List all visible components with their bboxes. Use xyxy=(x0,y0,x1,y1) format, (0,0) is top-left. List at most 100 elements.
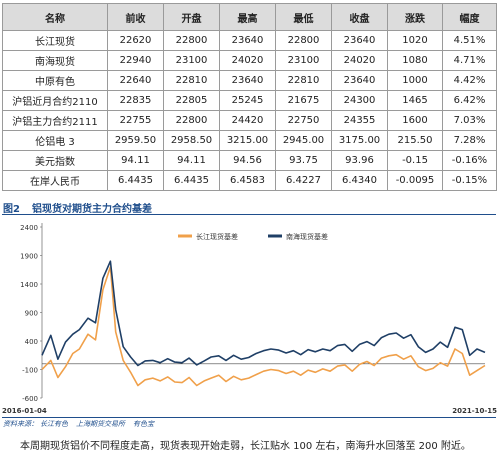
y-tick-label: -600 xyxy=(22,395,38,403)
source-item: 有色宝 xyxy=(133,420,154,428)
table-cell: 93.96 xyxy=(331,150,388,171)
table-cell: 1600 xyxy=(387,110,443,131)
y-tick-label: 1400 xyxy=(20,281,38,289)
table-cell: 22640 xyxy=(107,70,164,91)
table-cell: 1020 xyxy=(387,30,443,51)
column-header: 涨跌 xyxy=(387,3,443,31)
figure-title: 铝现货对期货主力合约基差 xyxy=(31,204,152,215)
column-header: 最高 xyxy=(219,3,276,31)
table-cell: 22810 xyxy=(275,70,332,91)
row-name-cell: 美元指数 xyxy=(2,150,108,171)
table-cell: 1080 xyxy=(387,50,443,71)
table-cell: 25245 xyxy=(219,90,276,111)
table-cell: 94.11 xyxy=(163,150,220,171)
table-cell: 22800 xyxy=(163,110,220,131)
table-cell: 22835 xyxy=(107,90,164,111)
y-tick-label: 2400 xyxy=(20,224,38,232)
x-tick-label: 2021-10-15 xyxy=(452,407,497,415)
table-cell: 6.4435 xyxy=(107,170,164,191)
table-body: 长江现货 22620 22800 23640 22800 23640 1020 4.51% 南海… xyxy=(2,30,497,191)
table-cell: 7.28% xyxy=(442,130,497,151)
table-cell: 6.4583 xyxy=(219,170,276,191)
table-cell: 215.50 xyxy=(387,130,443,151)
column-header: 名称 xyxy=(2,3,108,31)
legend-label: 长江现货基差 xyxy=(196,232,238,241)
table-cell: 22805 xyxy=(163,90,220,111)
source-item: 上海期货交易所 xyxy=(76,420,125,428)
table-cell: 24020 xyxy=(331,50,388,71)
column-header: 幅度 xyxy=(442,3,497,31)
table-cell: 24355 xyxy=(331,110,388,131)
table-cell: 1000 xyxy=(387,70,443,91)
table-cell: 3215.00 xyxy=(219,130,276,151)
weekly-comment: 本周期现货铝价不同程度走高，现货表现开始走弱，长江贴水 100 左右，南海升水回… xyxy=(20,441,471,452)
row-name-cell: 伦铝电 3 xyxy=(2,130,108,151)
table-cell: -0.15 xyxy=(387,150,443,171)
changjiang-basis-line xyxy=(41,266,486,387)
y-tick-label: -100 xyxy=(22,367,38,375)
table-row: 沪铝主力合约2111 22755 22800 24420 22750 24355 1600 7… xyxy=(2,110,497,131)
table-cell: 22810 xyxy=(163,70,220,91)
table-row: 在岸人民币 6.4435 6.4435 6.4583 6.4227 6.4340 -0.00… xyxy=(2,170,497,191)
table-cell: 6.4435 xyxy=(163,170,220,191)
table-row: 伦铝电 3 2959.50 2958.50 3215.00 2945.00 3175.00… xyxy=(2,130,497,151)
table-cell: 2959.50 xyxy=(107,130,164,151)
table-cell: 1465 xyxy=(387,90,443,111)
row-name-cell: 南海现货 xyxy=(2,50,108,71)
table-cell: 23100 xyxy=(163,50,220,71)
table-cell: 6.4227 xyxy=(275,170,332,191)
table-cell: 24020 xyxy=(219,50,276,71)
table-cell: 23640 xyxy=(219,70,276,91)
y-tick-label: 1900 xyxy=(20,253,38,261)
table-cell: 2958.50 xyxy=(163,130,220,151)
table-cell: 23640 xyxy=(331,30,388,51)
source-label: 资料来源： xyxy=(3,420,38,428)
table-cell: 21675 xyxy=(275,90,332,111)
table-cell: 94.56 xyxy=(219,150,276,171)
table-cell: 22755 xyxy=(107,110,164,131)
table-row: 长江现货 22620 22800 23640 22800 23640 1020 4.51% xyxy=(2,30,497,51)
table-header-row: 名称 前收 开盘 最高 最低 收盘 涨跌 幅度 xyxy=(2,3,497,31)
table-cell: 23100 xyxy=(275,50,332,71)
figure-top-rule xyxy=(2,214,496,215)
row-name-cell: 沪铝主力合约2111 xyxy=(2,110,108,131)
nanhai-basis-line xyxy=(41,260,486,367)
table-cell: -0.16% xyxy=(442,150,497,171)
table-cell: 22940 xyxy=(107,50,164,71)
price-table: 名称 前收 开盘 最高 最低 收盘 涨跌 幅度 长江现货 22620 22800 23640 2280… xyxy=(2,3,497,191)
table-cell: 6.42% xyxy=(442,90,497,111)
table-cell: 23640 xyxy=(331,70,388,91)
table-cell: 4.71% xyxy=(442,50,497,71)
table-cell: 4.42% xyxy=(442,70,497,91)
x-tick-label: 2016-01-04 xyxy=(2,407,47,415)
table-cell: 22620 xyxy=(107,30,164,51)
table-cell: 22800 xyxy=(275,30,332,51)
table-cell: -0.15% xyxy=(442,170,497,191)
figure-bottom-rule xyxy=(2,417,496,418)
table-cell: 2945.00 xyxy=(275,130,332,151)
row-name-cell: 在岸人民币 xyxy=(2,170,108,191)
table-cell: 94.11 xyxy=(107,150,164,171)
basis-line-chart: 2400 1900 1400 900 400 -100 -600 长江现货基差 南海现货基差 20… xyxy=(2,223,497,415)
column-header: 开盘 xyxy=(163,3,220,31)
table-cell: 4.51% xyxy=(442,30,497,51)
table-cell: 7.03% xyxy=(442,110,497,131)
figure-number: 图2 xyxy=(3,204,20,215)
y-tick-label: 400 xyxy=(25,338,38,346)
table-row: 沪铝近月合约2110 22835 22805 25245 21675 24300 1465 6… xyxy=(2,90,497,111)
row-name-cell: 中原有色 xyxy=(2,70,108,91)
column-header: 最低 xyxy=(275,3,332,31)
table-cell: -0.0095 xyxy=(387,170,443,191)
figure-caption: 图2 铝现货对期货主力合约基差 xyxy=(3,200,152,215)
table-cell: 22750 xyxy=(275,110,332,131)
table-cell: 23640 xyxy=(219,30,276,51)
row-name-cell: 长江现货 xyxy=(2,30,108,51)
table-cell: 6.4340 xyxy=(331,170,388,191)
table-cell: 24300 xyxy=(331,90,388,111)
row-name-cell: 沪铝近月合约2110 xyxy=(2,90,108,111)
column-header: 前收 xyxy=(107,3,164,31)
y-tick-label: 900 xyxy=(25,310,38,318)
source-note: 资料来源： 长江有色 上海期货交易所 有色宝 xyxy=(3,419,162,429)
table-cell: 3175.00 xyxy=(331,130,388,151)
